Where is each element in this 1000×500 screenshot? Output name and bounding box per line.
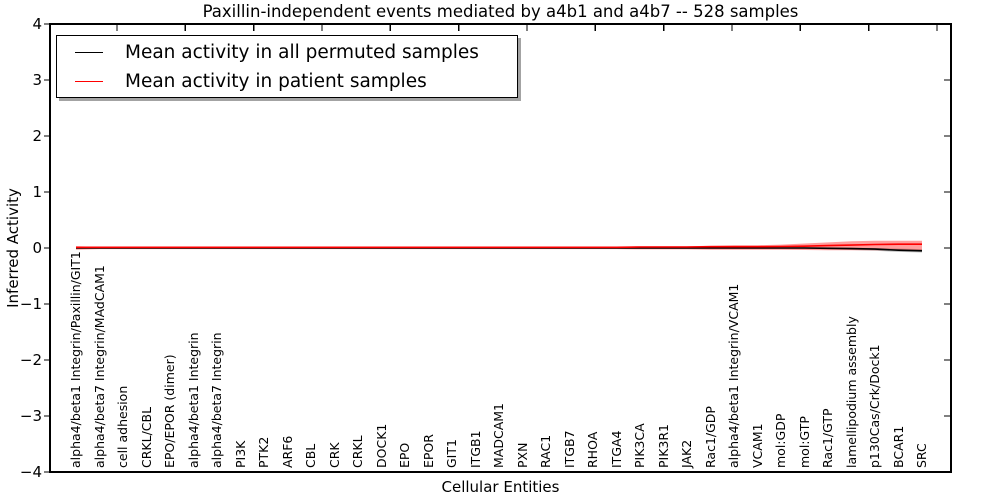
- x-tick-label: lamellipodium assembly: [843, 316, 859, 468]
- x-tick-label: CRKL: [350, 435, 365, 468]
- x-axis-title: Cellular Entities: [441, 478, 560, 496]
- y-tick-label: −4: [19, 463, 42, 481]
- x-tick-label: CBL: [303, 443, 318, 468]
- mean-line: [76, 243, 922, 249]
- legend-label-patient: Mean activity in patient samples: [125, 71, 427, 92]
- legend: Mean activity in all permuted samples Me…: [56, 35, 518, 98]
- y-tick-label: −3: [19, 407, 42, 425]
- legend-line-black-icon: [75, 52, 103, 53]
- x-tick-label: VCAM1: [749, 423, 765, 468]
- x-tick-label: JAK2: [679, 439, 694, 468]
- x-tick-label: ITGA4: [608, 430, 624, 468]
- x-tick-label: EPO: [397, 442, 412, 468]
- x-tick-label: RAC1: [538, 434, 553, 468]
- legend-line-red-icon: [75, 81, 103, 82]
- x-tick-label: mol:GDP: [773, 413, 788, 468]
- x-tick-label: alpha4/beta7 Integrin/MAdCAM1: [91, 265, 107, 468]
- x-tick-label: PIK3R1: [655, 423, 671, 468]
- x-tick-label: mol:GTP: [796, 416, 812, 468]
- x-tick-label: SRC: [914, 443, 929, 468]
- x-tick-label: RHOA: [585, 431, 600, 468]
- y-tick-label: 0: [32, 239, 42, 257]
- x-tick-label: p130Cas/Crk/Dock1: [867, 344, 882, 468]
- x-tick-label: alpha4/beta1 Integrin/VCAM1: [726, 283, 741, 468]
- x-tick-label: ITGB1: [467, 430, 483, 468]
- x-tick-label: alpha4/beta1 Integrin: [185, 332, 201, 468]
- x-tick-label: BCAR1: [890, 425, 906, 468]
- x-tick-label: EPOR: [420, 434, 436, 468]
- x-tick-label: alpha4/beta7 Integrin: [209, 332, 224, 468]
- x-tick-label: PI3K: [232, 440, 248, 468]
- x-tick-label: PTK2: [256, 436, 271, 468]
- y-tick-label: −2: [19, 351, 42, 369]
- legend-row-patient: Mean activity in patient samples: [57, 67, 517, 96]
- x-tick-label: ARF6: [279, 435, 295, 468]
- x-tick-label: PIK3CA: [632, 423, 647, 468]
- x-tick-label: Rac1/GDP: [702, 406, 718, 468]
- x-tick-label: EPO/EPOR (dimer): [162, 354, 177, 468]
- x-tick-label: MADCAM1: [491, 403, 506, 468]
- x-tick-label: CRK: [326, 442, 342, 468]
- y-tick-label: 3: [32, 71, 42, 89]
- chart-title: Paxillin-independent events mediated by …: [202, 2, 799, 21]
- x-tick-label: ITGB7: [561, 430, 577, 468]
- x-tick-label: Rac1/GTP: [820, 408, 835, 468]
- y-tick-label: 1: [32, 183, 42, 201]
- x-tick-label: cell adhesion: [115, 385, 130, 468]
- y-tick-label: 2: [32, 127, 42, 145]
- legend-row-permuted: Mean activity in all permuted samples: [57, 38, 517, 67]
- x-tick-label: DOCK1: [373, 423, 389, 468]
- x-tick-label: alpha4/beta1 Integrin/Paxillin/GIT1: [68, 251, 83, 468]
- y-tick-label: 4: [32, 15, 42, 33]
- x-tick-label: GIT1: [444, 439, 459, 468]
- x-tick-label: PXN: [514, 442, 530, 468]
- x-tick-label: CRKL/CBL: [138, 406, 154, 468]
- y-tick-label: −1: [19, 295, 42, 313]
- legend-label-permuted: Mean activity in all permuted samples: [125, 42, 479, 63]
